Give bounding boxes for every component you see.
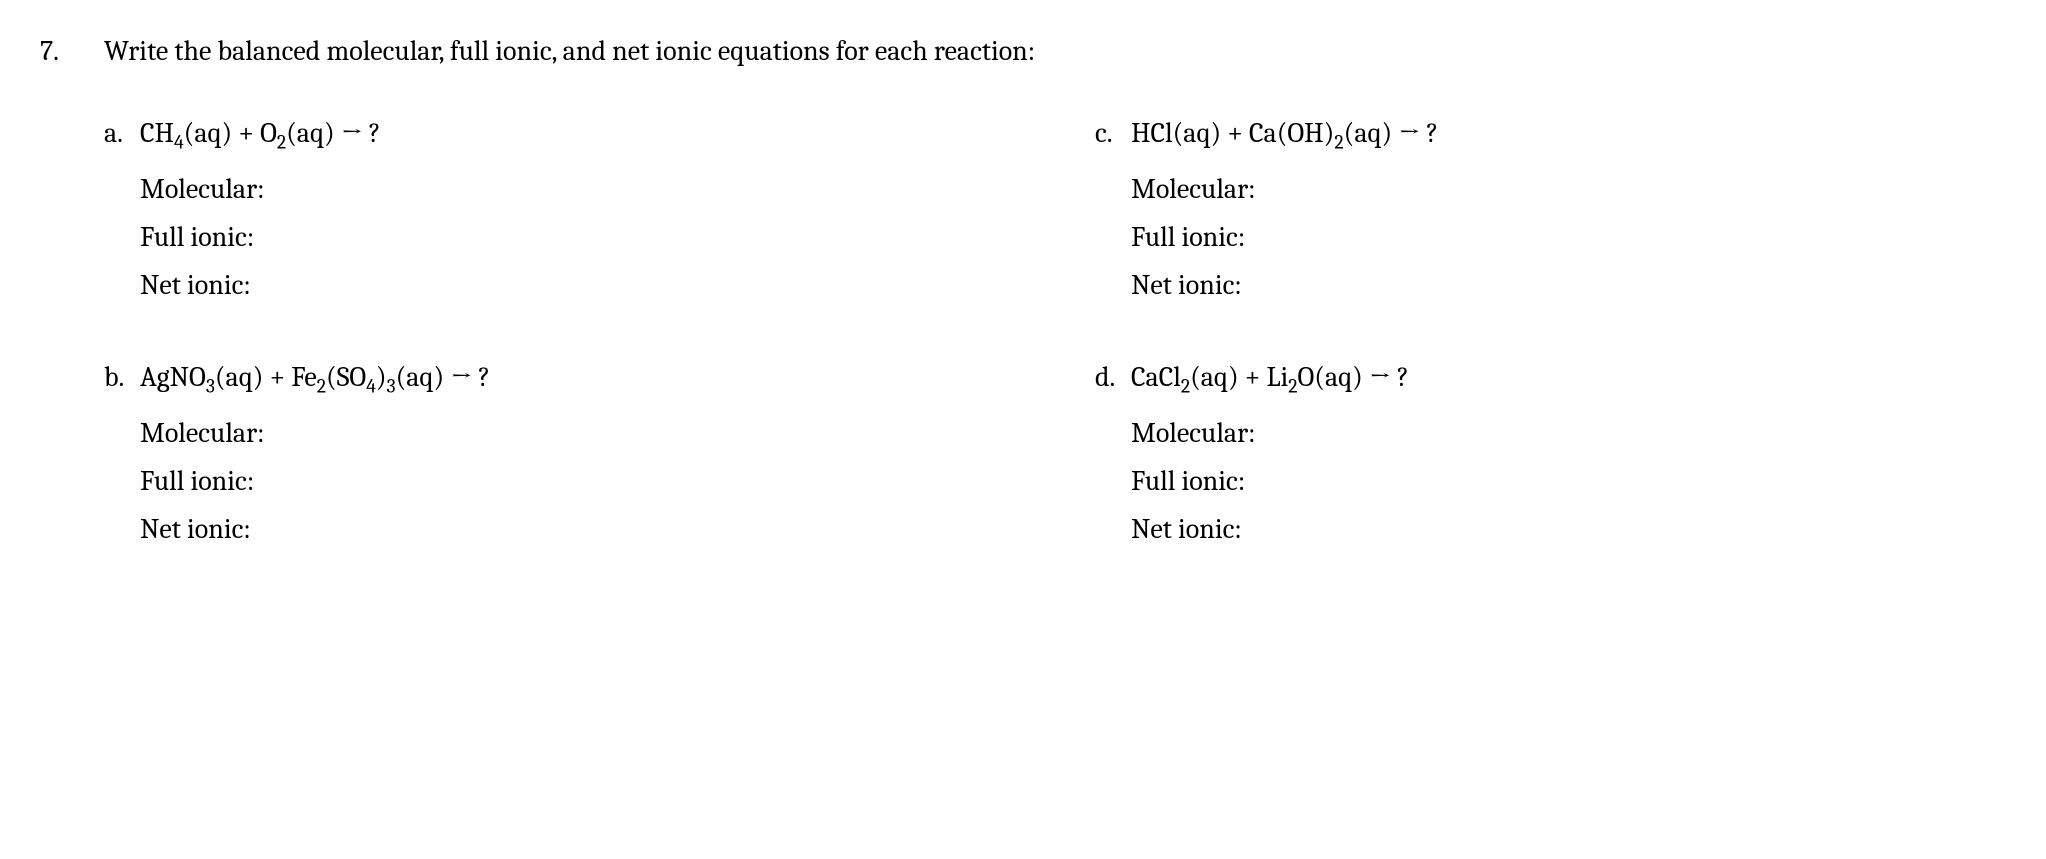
sub-letter-a: a. (104, 112, 140, 154)
sub-a-answers: Molecular: Full ionic: Net ionic: (140, 168, 1015, 306)
sub-letter-c: c. (1095, 112, 1131, 154)
sub-question-d: d. CaCl2(aq) + Li2O(aq) → ? Molecular: F… (1095, 356, 2006, 550)
sub-question-d-reaction-row: d. CaCl2(aq) + Li2O(aq) → ? (1095, 356, 2006, 398)
sub-questions-grid: a. CH4(aq) + O2(aq) → ? Molecular: Full … (104, 112, 2006, 550)
sub-question-c: c. HCl(aq) + Ca(OH)2(aq) → ? Molecular: … (1095, 112, 2006, 306)
molecular-label: Molecular: (1131, 412, 2006, 454)
sub-d-answers: Molecular: Full ionic: Net ionic: (1131, 412, 2006, 550)
full-ionic-label: Full ionic: (140, 460, 1015, 502)
molecular-label: Molecular: (1131, 168, 2006, 210)
net-ionic-label: Net ionic: (140, 508, 1015, 550)
sub-letter-b: b. (104, 356, 140, 398)
reaction-d: CaCl2(aq) + Li2O(aq) → ? (1131, 356, 1409, 398)
sub-letter-d: d. (1095, 356, 1131, 398)
question-header: 7. Write the balanced molecular, full io… (40, 30, 2006, 72)
sub-question-b: b. AgNO3(aq) + Fe2(SO4)3(aq) → ? Molecul… (104, 356, 1015, 550)
sub-question-a: a. CH4(aq) + O2(aq) → ? Molecular: Full … (104, 112, 1015, 306)
full-ionic-label: Full ionic: (1131, 216, 2006, 258)
sub-c-answers: Molecular: Full ionic: Net ionic: (1131, 168, 2006, 306)
full-ionic-label: Full ionic: (1131, 460, 2006, 502)
net-ionic-label: Net ionic: (1131, 264, 2006, 306)
question-number: 7. (40, 30, 104, 72)
sub-b-answers: Molecular: Full ionic: Net ionic: (140, 412, 1015, 550)
question-prompt: Write the balanced molecular, full ionic… (104, 30, 1035, 72)
sub-question-b-reaction-row: b. AgNO3(aq) + Fe2(SO4)3(aq) → ? (104, 356, 1015, 398)
sub-question-a-reaction-row: a. CH4(aq) + O2(aq) → ? (104, 112, 1015, 154)
full-ionic-label: Full ionic: (140, 216, 1015, 258)
sub-question-c-reaction-row: c. HCl(aq) + Ca(OH)2(aq) → ? (1095, 112, 2006, 154)
reaction-b: AgNO3(aq) + Fe2(SO4)3(aq) → ? (140, 356, 490, 398)
molecular-label: Molecular: (140, 412, 1015, 454)
molecular-label: Molecular: (140, 168, 1015, 210)
reaction-a: CH4(aq) + O2(aq) → ? (140, 112, 381, 154)
net-ionic-label: Net ionic: (140, 264, 1015, 306)
reaction-c: HCl(aq) + Ca(OH)2(aq) → ? (1131, 112, 1438, 154)
net-ionic-label: Net ionic: (1131, 508, 2006, 550)
